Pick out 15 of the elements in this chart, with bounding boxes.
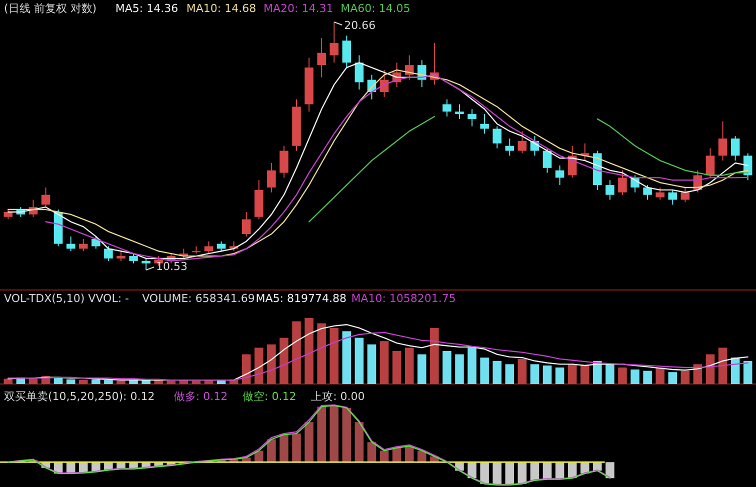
text: MA10: 1058201.75 [351, 292, 456, 305]
text: 做多: 0.12 [174, 390, 228, 403]
text: MA60: 14.05 [340, 2, 410, 15]
annotation: 20.66 [344, 19, 376, 32]
text: MA10: 14.68 [186, 2, 256, 15]
text: MA20: 14.31 [264, 2, 334, 15]
text: 上攻: 0.00 [311, 390, 365, 403]
text: VOLUME: 658341.69 [142, 292, 255, 305]
text: MA5: 14.36 [115, 2, 178, 15]
chart-title: VOL-TDX(5,10) VVOL: - [4, 292, 130, 305]
text: MA5: 819774.88 [256, 292, 347, 305]
text: 做空: 0.12 [242, 390, 296, 403]
chart-title: 双买单卖(10,5,20,250): 0.12 [4, 390, 155, 403]
chart-title: (日线 前复权 对数) [4, 2, 97, 15]
annotation: 10.53 [156, 260, 188, 273]
